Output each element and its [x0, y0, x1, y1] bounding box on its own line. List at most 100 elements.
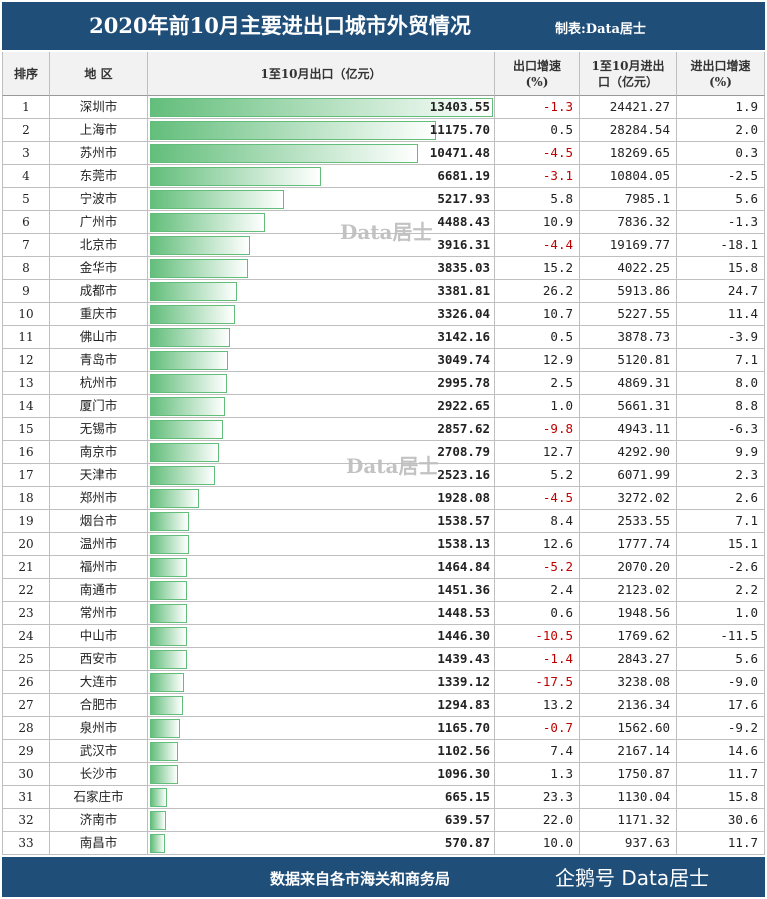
data-bar — [150, 351, 229, 370]
data-bar — [150, 190, 284, 209]
trade-growth: 11.7 — [677, 832, 765, 855]
export-cell: 1294.83 — [148, 694, 495, 717]
export-cell: 6681.19 — [148, 165, 495, 188]
data-bar — [150, 742, 179, 761]
export-value: 1294.83 — [437, 697, 490, 712]
trade-growth: 2.6 — [677, 487, 765, 510]
data-bar — [150, 167, 321, 186]
column-header: 地 区 — [50, 52, 148, 96]
city: 宁波市 — [50, 188, 148, 211]
export-growth: 8.4 — [495, 510, 580, 533]
export-value: 1538.57 — [437, 513, 490, 528]
export-growth: 13.2 — [495, 694, 580, 717]
total-trade: 2843.27 — [580, 648, 677, 671]
export-growth: 12.7 — [495, 441, 580, 464]
city: 金华市 — [50, 257, 148, 280]
city: 西安市 — [50, 648, 148, 671]
trade-growth: 1.0 — [677, 602, 765, 625]
export-value: 3835.03 — [437, 260, 490, 275]
column-header: 排序 — [2, 52, 50, 96]
city: 济南市 — [50, 809, 148, 832]
export-cell: 665.15 — [148, 786, 495, 809]
column-header: 1至10月出口（亿元） — [148, 52, 495, 96]
data-bar — [150, 98, 493, 117]
data-bar — [150, 144, 418, 163]
export-growth: 5.8 — [495, 188, 580, 211]
export-cell: 4488.43 — [148, 211, 495, 234]
total-trade: 4869.31 — [580, 372, 677, 395]
trade-growth: -2.5 — [677, 165, 765, 188]
total-trade: 7836.32 — [580, 211, 677, 234]
export-growth: 7.4 — [495, 740, 580, 763]
data-bar — [150, 374, 227, 393]
export-cell: 1165.70 — [148, 717, 495, 740]
export-growth: 12.9 — [495, 349, 580, 372]
city: 中山市 — [50, 625, 148, 648]
export-cell: 570.87 — [148, 832, 495, 855]
export-cell: 1928.08 — [148, 487, 495, 510]
export-value: 2857.62 — [437, 421, 490, 436]
total-trade: 7985.1 — [580, 188, 677, 211]
data-bar — [150, 765, 179, 784]
export-value: 2708.79 — [437, 444, 490, 459]
export-value: 3381.81 — [437, 283, 490, 298]
export-growth: -0.7 — [495, 717, 580, 740]
export-cell: 3835.03 — [148, 257, 495, 280]
trade-growth: 2.3 — [677, 464, 765, 487]
export-cell: 5217.93 — [148, 188, 495, 211]
export-growth: 5.2 — [495, 464, 580, 487]
maker: 制表:Data居士 — [555, 22, 646, 37]
export-value: 4488.43 — [437, 214, 490, 229]
trade-growth: 8.8 — [677, 395, 765, 418]
data-bar — [150, 282, 237, 301]
rank: 26 — [2, 671, 50, 694]
rank: 31 — [2, 786, 50, 809]
trade-growth: 15.8 — [677, 786, 765, 809]
total-trade: 19169.77 — [580, 234, 677, 257]
data-bar — [150, 420, 224, 439]
export-cell: 1464.84 — [148, 556, 495, 579]
city: 长沙市 — [50, 763, 148, 786]
export-cell: 2922.65 — [148, 395, 495, 418]
trade-growth: 5.6 — [677, 648, 765, 671]
data-bar — [150, 397, 225, 416]
total-trade: 3272.02 — [580, 487, 677, 510]
city: 温州市 — [50, 533, 148, 556]
title: 2020年前10月主要进出口城市外贸情况 — [89, 13, 471, 38]
city: 成都市 — [50, 280, 148, 303]
rank: 29 — [2, 740, 50, 763]
rank: 10 — [2, 303, 50, 326]
rank: 9 — [2, 280, 50, 303]
total-trade: 1171.32 — [580, 809, 677, 832]
trade-growth: 5.6 — [677, 188, 765, 211]
trade-growth: 8.0 — [677, 372, 765, 395]
city: 广州市 — [50, 211, 148, 234]
city: 烟台市 — [50, 510, 148, 533]
trade-growth: -3.9 — [677, 326, 765, 349]
city: 东莞市 — [50, 165, 148, 188]
trade-growth: 15.8 — [677, 257, 765, 280]
data-bar — [150, 512, 190, 531]
data-bar — [150, 696, 184, 715]
trade-growth: 15.1 — [677, 533, 765, 556]
trade-growth: 17.6 — [677, 694, 765, 717]
export-cell: 1339.12 — [148, 671, 495, 694]
export-growth: -1.4 — [495, 648, 580, 671]
total-trade: 1130.04 — [580, 786, 677, 809]
total-trade: 5661.31 — [580, 395, 677, 418]
data-bar — [150, 489, 200, 508]
total-trade: 2136.34 — [580, 694, 677, 717]
watermark: Data居士 — [340, 220, 433, 244]
total-trade: 1750.87 — [580, 763, 677, 786]
export-value: 3142.16 — [437, 329, 490, 344]
export-growth: -5.2 — [495, 556, 580, 579]
rank: 3 — [2, 142, 50, 165]
data-bar — [150, 213, 265, 232]
export-growth: 10.0 — [495, 832, 580, 855]
export-value: 1446.30 — [437, 628, 490, 643]
data-bar — [150, 834, 165, 853]
data-bar — [150, 535, 190, 554]
footer-bar — [2, 857, 765, 897]
export-value: 1928.08 — [437, 490, 490, 505]
export-cell: 13403.55 — [148, 96, 495, 119]
